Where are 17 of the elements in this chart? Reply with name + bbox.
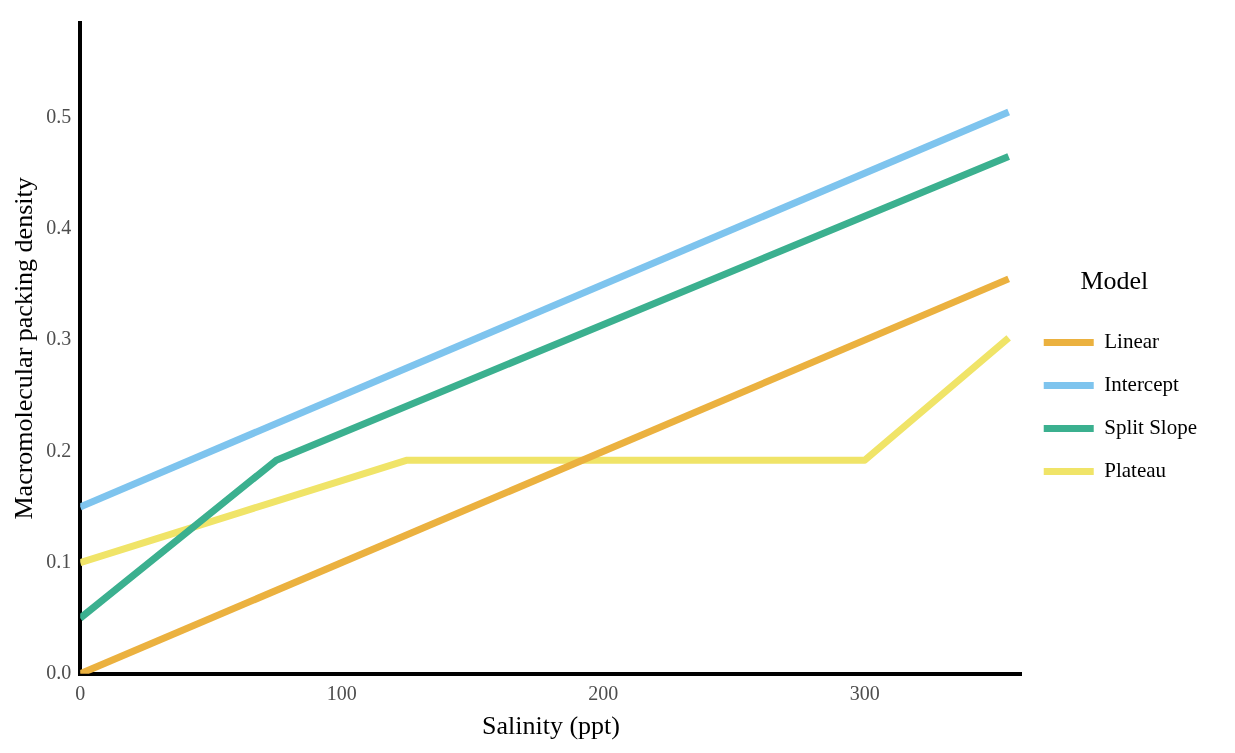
x-axis-title: Salinity (ppt) xyxy=(482,711,620,741)
y-tick-label: 0.4 xyxy=(46,216,72,239)
y-tick-label: 0.3 xyxy=(46,327,72,350)
x-tick-label: 300 xyxy=(849,682,880,705)
x-tick-label: 200 xyxy=(588,682,619,705)
x-tick-label: 0 xyxy=(75,682,86,705)
legend-title: Model xyxy=(1080,265,1149,295)
x-tick-label: 100 xyxy=(326,682,357,705)
y-axis-title: Macromolecular packing density xyxy=(9,177,39,520)
legend-label: Plateau xyxy=(1104,458,1167,483)
y-tick-label: 0.2 xyxy=(46,438,72,461)
y-tick-label: 0.0 xyxy=(46,661,72,684)
y-tick-label: 0.5 xyxy=(46,104,72,127)
legend-label: Split Slope xyxy=(1104,415,1198,440)
legend-label: Linear xyxy=(1104,329,1160,354)
legend-label: Intercept xyxy=(1104,372,1180,397)
y-tick-label: 0.1 xyxy=(46,549,72,572)
